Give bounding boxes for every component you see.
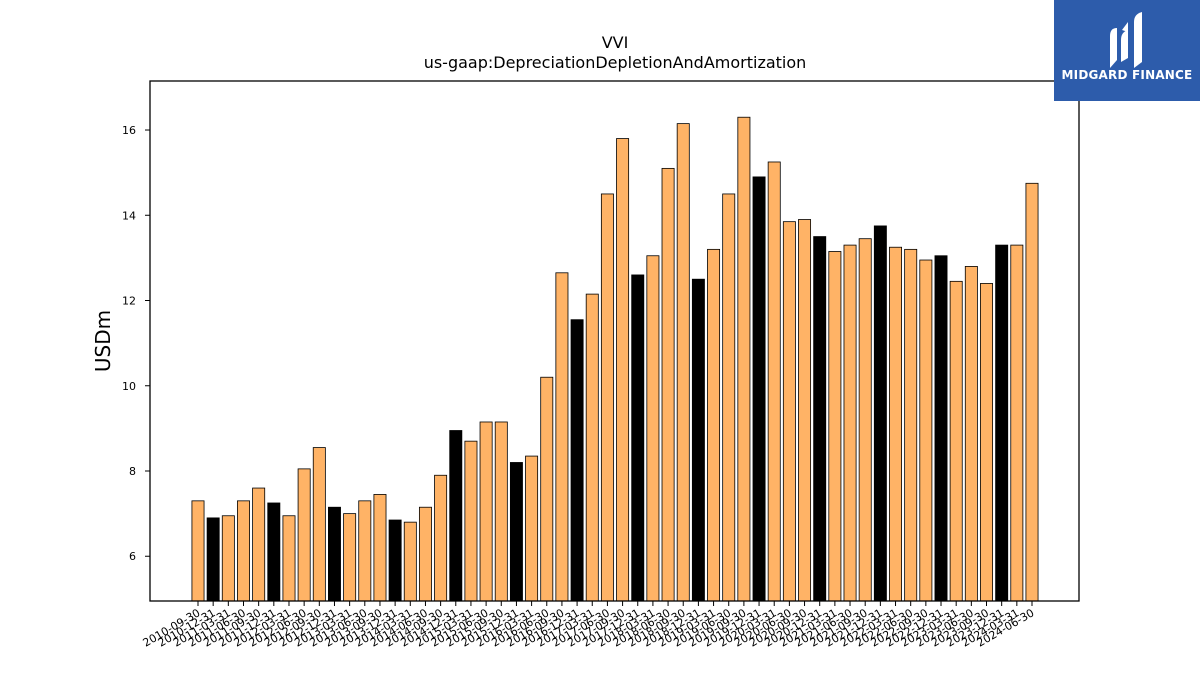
- bar-2021-12-31: [873, 225, 887, 602]
- bar-2013-06-30: [358, 500, 372, 602]
- bar-2024-03-31: [1010, 244, 1024, 602]
- y-tick-label: 12: [122, 295, 136, 308]
- bar-2016-03-31: [525, 455, 539, 602]
- bar-2023-12-31: [995, 244, 1009, 602]
- bar-2018-06-30: [661, 167, 675, 602]
- y-axis-label: USDm: [91, 310, 115, 372]
- bar-2011-09-30: [252, 487, 266, 602]
- bar-2018-12-31: [691, 278, 705, 602]
- bar-2016-06-30: [540, 376, 554, 602]
- bar-2014-12-31: [449, 430, 463, 602]
- logo-text: MIDGARD FINANCE: [1061, 68, 1193, 82]
- bar-2012-03-31: [282, 515, 296, 602]
- bar-2015-09-30: [494, 421, 508, 602]
- bar-2017-12-31: [631, 274, 645, 602]
- bar-2015-12-31: [509, 462, 523, 602]
- bar-2019-06-30: [722, 193, 736, 602]
- bar-2010-12-31: [206, 517, 220, 602]
- bar-2017-09-30: [616, 138, 630, 602]
- brand-logo: MIDGARD FINANCE: [1054, 0, 1200, 101]
- bars-group: [191, 116, 1039, 602]
- bar-2010-09-30: [191, 500, 205, 602]
- bar-2014-09-30: [434, 474, 448, 602]
- bar-2013-03-31: [343, 513, 357, 602]
- bar-2020-09-30: [798, 219, 812, 602]
- bar-2022-12-31: [934, 255, 948, 602]
- bar-2023-06-30: [964, 266, 978, 602]
- bar-2022-06-30: [904, 248, 918, 602]
- bar-2018-09-30: [676, 123, 690, 602]
- bar-2012-09-30: [312, 447, 326, 602]
- bar-2014-03-31: [403, 521, 417, 602]
- bar-2022-03-31: [889, 246, 902, 602]
- bar-2014-06-30: [418, 506, 432, 602]
- bar-2013-12-31: [388, 519, 402, 602]
- y-tick-label: 10: [122, 380, 136, 393]
- bar-2011-03-31: [221, 515, 235, 602]
- bar-2021-03-31: [828, 251, 842, 602]
- bar-2015-03-31: [464, 440, 478, 602]
- y-axis-ticks: 6 8 10 12 14 16: [122, 124, 150, 563]
- y-tick-label: 14: [122, 209, 136, 222]
- bar-2020-03-31: [767, 161, 781, 602]
- bar-2017-03-31: [585, 293, 599, 602]
- bar-2016-12-31: [570, 319, 584, 602]
- bar-2017-06-30: [600, 193, 614, 602]
- logo-mark-icon: [1110, 12, 1142, 68]
- bar-2023-09-30: [980, 283, 993, 602]
- bar-2011-12-31: [267, 502, 281, 602]
- bar-2019-03-31: [707, 248, 721, 602]
- bar-2023-03-31: [949, 280, 963, 602]
- chart-title: VVI: [602, 33, 629, 52]
- x-axis-ticks: 2010-09-302010-12-312011-03-312011-06-30…: [141, 601, 1037, 650]
- bar-2019-09-30: [737, 116, 751, 602]
- y-tick-label: 16: [122, 124, 136, 137]
- bar-2024-06-30: [1025, 182, 1039, 602]
- bar-2021-06-30: [843, 244, 857, 602]
- bar-2016-09-30: [555, 272, 569, 602]
- bar-2012-12-31: [328, 506, 341, 602]
- bar-2012-06-30: [297, 468, 311, 602]
- bar-2011-06-30: [237, 500, 250, 602]
- y-tick-label: 6: [129, 550, 136, 563]
- plot-frame: [149, 80, 1080, 602]
- bar-2013-09-30: [373, 494, 387, 602]
- bar-2015-06-30: [479, 421, 493, 602]
- y-tick-label: 8: [129, 465, 136, 478]
- bar-2021-09-30: [858, 238, 872, 602]
- bar-2020-12-31: [813, 236, 827, 602]
- bar-2019-12-31: [752, 176, 766, 602]
- bar-2022-09-30: [919, 259, 933, 602]
- bar-2020-06-30: [782, 221, 796, 602]
- chart-subtitle: us-gaap:DepreciationDepletionAndAmortiza…: [424, 53, 807, 72]
- bar-2018-03-31: [646, 255, 660, 602]
